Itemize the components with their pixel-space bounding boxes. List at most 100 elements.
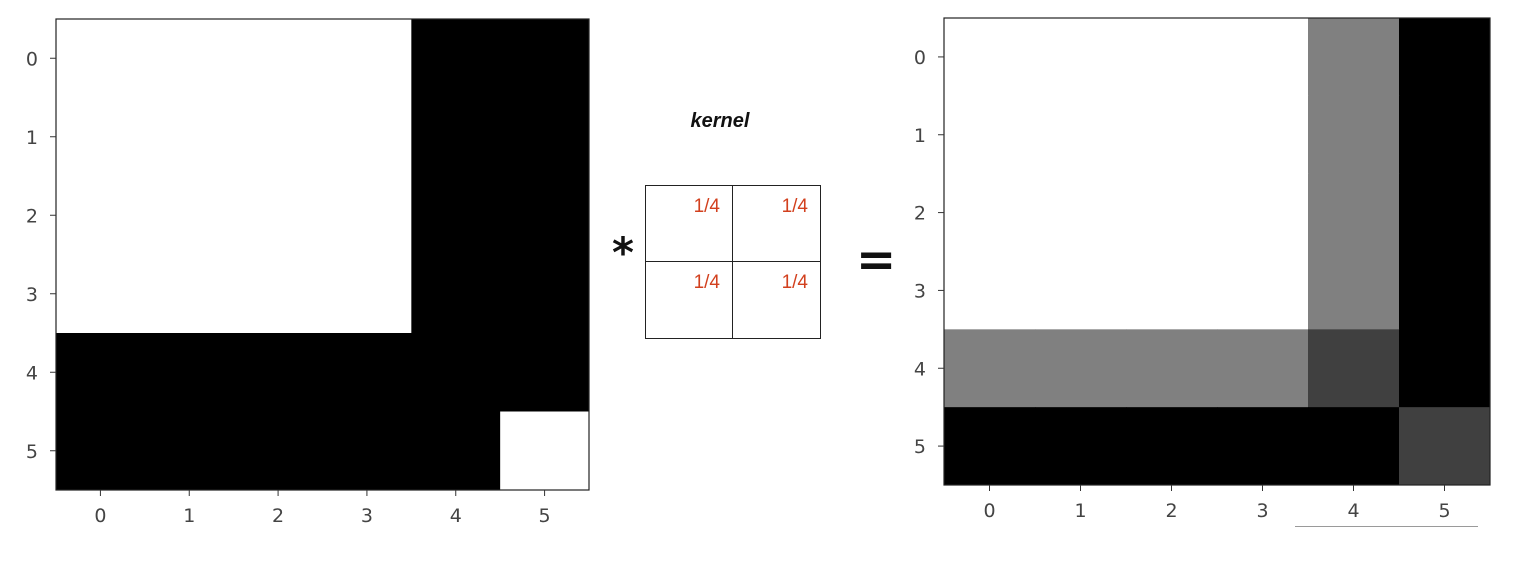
input-heatmap: 0 1 2 3 4 5 0 1 2 3 4 5 bbox=[26, 18, 590, 527]
heatmap-cell bbox=[56, 176, 146, 255]
heatmap-cell bbox=[322, 411, 412, 491]
heatmap-cell bbox=[233, 411, 323, 491]
heatmap-cell bbox=[1217, 173, 1309, 252]
heatmap-cell bbox=[1217, 18, 1309, 97]
heatmap-cell bbox=[56, 19, 146, 98]
convolution-operator: * bbox=[612, 228, 634, 277]
heatmap-cell bbox=[1035, 407, 1127, 486]
x-tick-label: 5 bbox=[539, 505, 551, 527]
heatmap-cell bbox=[500, 254, 590, 334]
heatmap-cell bbox=[144, 254, 235, 334]
y-tick-label: 0 bbox=[26, 48, 38, 70]
heatmap-cell bbox=[56, 97, 146, 177]
y-tick-label: 3 bbox=[914, 280, 926, 302]
x-tick-label: 3 bbox=[1256, 500, 1268, 522]
y-tick-label: 4 bbox=[26, 362, 38, 384]
heatmap-cell bbox=[944, 329, 1036, 408]
heatmap-cell bbox=[500, 97, 590, 177]
heatmap-cell bbox=[322, 254, 412, 334]
heatmap-cell bbox=[1217, 251, 1309, 330]
equals-operator: = bbox=[856, 232, 897, 288]
heatmap-cell bbox=[56, 254, 146, 334]
heatmap-cell bbox=[1399, 329, 1491, 408]
heatmap-cell bbox=[1035, 173, 1127, 252]
kernel-cell-value: 1/4 bbox=[781, 196, 808, 217]
heatmap-cell bbox=[411, 411, 501, 491]
heatmap-cell bbox=[1217, 95, 1309, 175]
x-tick-label: 0 bbox=[94, 505, 106, 527]
x-tick-label: 5 bbox=[1438, 500, 1450, 522]
y-tick-label: 2 bbox=[26, 205, 38, 227]
heatmap-cell bbox=[1399, 407, 1491, 486]
heatmap-cell bbox=[1308, 18, 1400, 97]
heatmap-cell bbox=[1126, 18, 1218, 97]
y-tick-label: 0 bbox=[914, 47, 926, 69]
x-tick-label: 1 bbox=[183, 505, 195, 527]
heatmap-cell bbox=[1035, 18, 1127, 97]
heatmap-cell bbox=[144, 411, 235, 491]
heatmap-cell bbox=[233, 333, 323, 412]
heatmap-cell bbox=[1126, 251, 1218, 330]
kernel-cell-value: 1/4 bbox=[781, 272, 808, 293]
y-tick-label: 1 bbox=[26, 127, 38, 149]
heatmap-cell bbox=[1217, 329, 1309, 408]
heatmap-cell bbox=[1399, 18, 1491, 97]
heatmap-cell bbox=[1217, 407, 1309, 486]
heatmap-cell bbox=[411, 176, 501, 255]
kernel-cell: 1/4 bbox=[733, 186, 820, 262]
heatmap-cell bbox=[144, 19, 235, 98]
y-tick-label: 5 bbox=[914, 436, 926, 458]
heatmap-cell bbox=[944, 173, 1036, 252]
kernel-cell-value: 1/4 bbox=[693, 196, 720, 217]
heatmap-cell bbox=[56, 333, 146, 412]
kernel-title: kernel bbox=[690, 110, 750, 132]
heatmap-cell bbox=[500, 411, 590, 491]
heatmap-cell bbox=[944, 251, 1036, 330]
heatmap-cell bbox=[500, 19, 590, 98]
y-tick-label: 4 bbox=[914, 358, 926, 380]
x-tick-label: 2 bbox=[1165, 500, 1177, 522]
kernel-cell: 1/4 bbox=[646, 186, 733, 262]
heatmap-cell bbox=[1035, 251, 1127, 330]
heatmap-cell bbox=[1035, 329, 1127, 408]
heatmap-cell bbox=[944, 407, 1036, 486]
heatmap-cell bbox=[411, 19, 501, 98]
x-tick-label: 1 bbox=[1074, 500, 1086, 522]
heatmap-cell bbox=[322, 176, 412, 255]
kernel-cell: 1/4 bbox=[646, 262, 733, 338]
x-tick-label: 3 bbox=[361, 505, 373, 527]
y-tick-label: 3 bbox=[26, 284, 38, 306]
heatmap-cell bbox=[1126, 407, 1218, 486]
heatmap-cell bbox=[144, 97, 235, 177]
plot-frame bbox=[943, 17, 1491, 486]
heatmap-cell bbox=[322, 97, 412, 177]
heatmap-cell bbox=[944, 95, 1036, 175]
kernel-grid: 1/4 1/4 1/4 1/4 bbox=[645, 185, 821, 339]
heatmap-cell bbox=[322, 333, 412, 412]
heatmap-cell bbox=[1126, 329, 1218, 408]
y-tick-label: 5 bbox=[26, 441, 38, 463]
y-tick-label: 1 bbox=[914, 125, 926, 147]
heatmap-cell bbox=[1399, 251, 1491, 330]
heatmap-cell bbox=[1308, 95, 1400, 175]
heatmap-cell bbox=[411, 333, 501, 412]
heatmap-cell bbox=[144, 333, 235, 412]
plot-frame bbox=[55, 18, 590, 491]
x-tick-label: 4 bbox=[1347, 500, 1359, 522]
kernel-cell: 1/4 bbox=[733, 262, 820, 338]
heatmap-cell bbox=[322, 19, 412, 98]
x-tick-label: 0 bbox=[983, 500, 995, 522]
heatmap-cell bbox=[1308, 251, 1400, 330]
heatmap-cell bbox=[411, 254, 501, 334]
x-tick-label: 2 bbox=[272, 505, 284, 527]
heatmap-cell bbox=[1126, 173, 1218, 252]
heatmap-cell bbox=[1399, 173, 1491, 252]
heatmap-cell bbox=[1399, 95, 1491, 175]
kernel-cell-value: 1/4 bbox=[693, 272, 720, 293]
heatmap-cell bbox=[233, 97, 323, 177]
heatmap-cell bbox=[233, 254, 323, 334]
divider-line bbox=[1295, 526, 1478, 527]
heatmap-cell bbox=[500, 333, 590, 412]
heatmap-cell bbox=[233, 176, 323, 255]
